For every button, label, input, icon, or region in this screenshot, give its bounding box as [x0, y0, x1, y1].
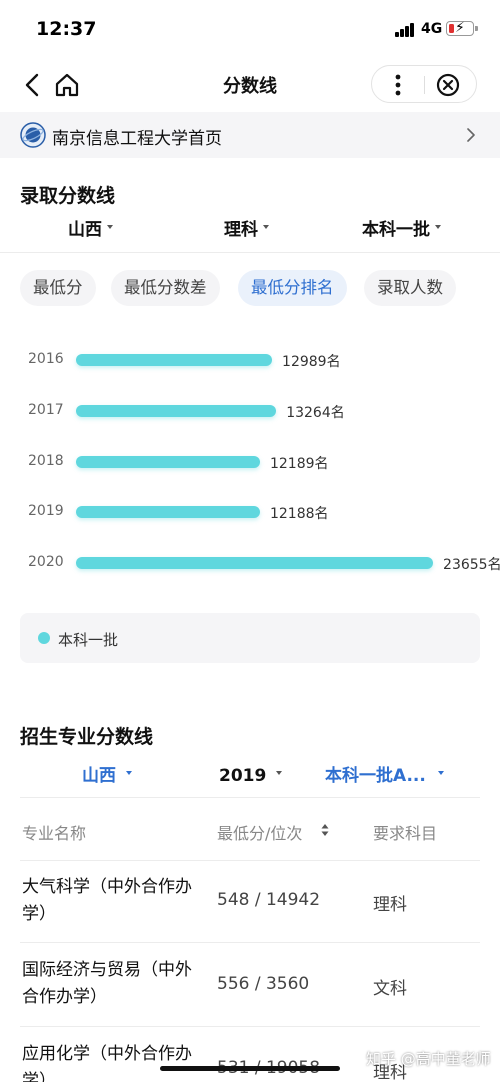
more-icon[interactable] — [387, 73, 409, 97]
bar-value-label: 12189名 — [269, 455, 329, 472]
majors-table-header: 专业名称 最低分/位次 要求科目 — [0, 810, 500, 850]
caret-down-icon — [263, 225, 269, 229]
university-name: 南京信息工程大学首页 — [52, 129, 222, 149]
legend-label: 本科一批 — [58, 631, 119, 649]
caret-down-icon — [107, 225, 113, 229]
year-tick-label: 2019 — [28, 503, 64, 520]
rank-bar — [76, 557, 434, 570]
major-name: 大气科学（中外合作办学） — [22, 877, 192, 924]
rank-bar — [76, 354, 273, 366]
status-time: 12:37 — [36, 18, 97, 40]
legend-dot — [38, 632, 50, 644]
nav-bar: 分数线 — [0, 58, 500, 112]
tab-min-score-rank[interactable]: 最低分排名 — [238, 270, 347, 306]
rank-bar — [76, 506, 260, 519]
bar-value-label: 13264名 — [286, 404, 345, 421]
chevron-right-icon — [467, 128, 475, 142]
status-bar: 12:37 4G ⚡ — [0, 0, 500, 58]
home-indicator — [160, 1066, 340, 1071]
year-tick-label: 2020 — [28, 554, 64, 571]
admission-filter-row: 山西 理科 本科一批 — [0, 209, 500, 251]
bar-value-label: 23655名 — [443, 557, 500, 574]
bar-value-label: 12188名 — [269, 506, 329, 523]
header-score[interactable]: 最低分/位次 — [217, 824, 303, 843]
chart-legend: 本科一批 — [20, 613, 480, 663]
university-logo-icon — [20, 122, 46, 148]
rank-bar — [76, 404, 277, 417]
majors-province-filter[interactable]: 山西 — [82, 755, 132, 797]
tab-min-score[interactable]: 最低分 — [20, 270, 96, 306]
header-subject: 要求科目 — [373, 824, 438, 843]
network-label: 4G — [421, 21, 443, 37]
year-tick-label: 2018 — [28, 452, 64, 469]
tab-admission-count[interactable]: 录取人数 — [364, 270, 456, 306]
home-icon[interactable] — [52, 70, 82, 100]
caret-down-icon — [126, 771, 132, 775]
rank-bar — [76, 455, 260, 468]
major-name: 应用化学（中外合作办学） — [22, 1044, 192, 1082]
majors-year-filter[interactable]: 2019 — [219, 755, 283, 797]
rank-bar-chart: 2016 12989名 2017 13264名 2018 12189名 2019 12188名… — [0, 330, 500, 590]
score-rank: 556 / 3560 — [217, 974, 310, 994]
caret-down-icon — [437, 771, 444, 775]
page-title: 分数线 — [223, 76, 277, 97]
signal-icon — [395, 22, 415, 37]
province-filter[interactable]: 山西 — [68, 209, 113, 251]
watermark: 知乎 @高中董老师 — [366, 1050, 491, 1068]
admission-section-title: 录取分数线 — [20, 185, 116, 207]
header-major: 专业名称 — [22, 824, 87, 843]
caret-down-icon — [276, 771, 283, 775]
major-name: 国际经济与贸易（中外合作办学） — [22, 960, 192, 1007]
caret-down-icon — [435, 225, 441, 229]
university-homepage-link[interactable]: 南京信息工程大学首页 — [0, 112, 500, 158]
battery-icon: ⚡ — [446, 20, 474, 36]
sort-icon[interactable] — [321, 822, 329, 838]
back-arrow-icon[interactable] — [18, 70, 48, 100]
required-subject: 理科 — [373, 1063, 407, 1082]
bar-value-label: 12989名 — [282, 354, 341, 370]
category-filter[interactable]: 理科 — [224, 209, 269, 251]
tab-min-score-diff[interactable]: 最低分数差 — [111, 270, 220, 306]
close-icon[interactable] — [436, 73, 460, 97]
batch-filter[interactable]: 本科一批 — [362, 209, 441, 251]
required-subject: 文科 — [373, 979, 407, 999]
score-rank: 548 / 14942 — [217, 890, 321, 910]
year-tick-label: 2016 — [28, 351, 64, 367]
year-tick-label: 2017 — [28, 401, 64, 418]
majors-section-title: 招生专业分数线 — [20, 726, 154, 748]
majors-filter-row: 山西 2019 本科一批A... — [0, 755, 500, 797]
mini-program-capsule — [371, 65, 477, 103]
required-subject: 理科 — [373, 895, 407, 915]
majors-batch-filter[interactable]: 本科一批A... — [325, 755, 444, 797]
